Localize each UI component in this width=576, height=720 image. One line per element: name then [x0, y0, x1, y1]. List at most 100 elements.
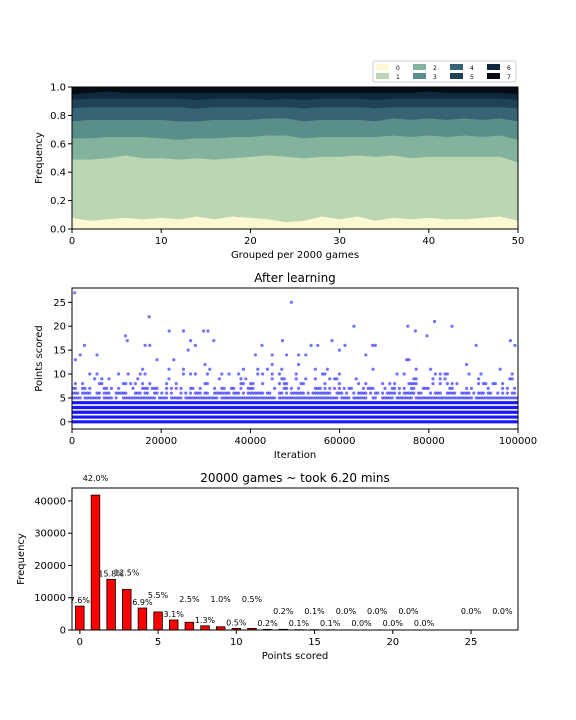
- scatter-point: [477, 381, 481, 386]
- scatter-point: [489, 396, 493, 400]
- scatter-point: [265, 367, 269, 371]
- scatter-point: [311, 396, 315, 400]
- scatter-point: [73, 381, 77, 386]
- scatter-point: [153, 386, 157, 390]
- scatter-point: [237, 372, 241, 376]
- scatter-point: [479, 396, 483, 400]
- scatter-point: [309, 396, 313, 400]
- scatter-point: [436, 396, 440, 400]
- scatter-point: [136, 377, 140, 381]
- scatter-point: [364, 391, 368, 395]
- scatter-point: [484, 396, 488, 400]
- scatter-point: [297, 391, 301, 395]
- scatter-point: [83, 391, 87, 395]
- bar-label-14: 0.1%: [289, 619, 310, 628]
- scatter-point: [412, 386, 416, 390]
- bar-label-10: 0.5%: [226, 618, 247, 627]
- scatter-point: [232, 396, 236, 400]
- scatter-point: [313, 391, 317, 395]
- scatter-point: [155, 391, 159, 395]
- scatter-chart-ytick-label: 20: [53, 322, 66, 333]
- bar-label-25: 0.0%: [461, 607, 482, 616]
- scatter-point: [260, 343, 264, 347]
- scatter-point: [445, 391, 449, 395]
- bar-label-2: 15.8%: [98, 569, 124, 578]
- scatter-point: [318, 391, 322, 395]
- scatter-point: [412, 377, 416, 381]
- legend-swatch-0: [376, 64, 389, 70]
- bar-chart-ytick-label: 10000: [34, 593, 66, 604]
- scatter-point: [258, 391, 262, 395]
- scatter-point: [136, 396, 140, 400]
- scatter-point: [406, 324, 410, 328]
- scatter-point: [508, 396, 512, 400]
- bar-label-15: 0.1%: [304, 607, 325, 616]
- scatter-point: [138, 391, 142, 395]
- scatter-point: [510, 372, 514, 376]
- scatter-point: [371, 367, 375, 371]
- scatter-point: [174, 396, 178, 400]
- scatter-point: [508, 377, 512, 381]
- scatter-point: [431, 381, 435, 386]
- scatter-point: [241, 396, 245, 400]
- bar-chart-ytick-label: 30000: [34, 529, 66, 540]
- bar-label-9: 1.0%: [211, 595, 232, 604]
- scatter-point: [203, 362, 207, 367]
- bar-chart-ytick-label: 20000: [34, 561, 66, 572]
- scatter-point: [501, 386, 505, 390]
- scatter-point: [198, 391, 202, 395]
- area-chart-xtick-label: 0: [69, 236, 75, 247]
- scatter-point: [337, 381, 341, 386]
- scatter-point: [496, 396, 500, 400]
- scatter-point: [419, 396, 423, 400]
- scatter-point: [390, 391, 394, 395]
- scatter-point: [414, 377, 418, 381]
- scatter-point: [206, 329, 210, 333]
- scatter-point: [450, 396, 454, 400]
- scatter-point: [340, 391, 344, 395]
- scatter-point: [220, 372, 224, 376]
- bar-label-18: 0.0%: [351, 619, 372, 628]
- scatter-point: [501, 396, 505, 400]
- scatter-point: [299, 381, 303, 386]
- scatter-point: [407, 391, 411, 395]
- scatter-point: [467, 391, 471, 395]
- scatter-point: [126, 396, 130, 400]
- scatter-point: [241, 381, 245, 386]
- scatter-point: [217, 391, 221, 395]
- area-chart-xtick-label: 20: [244, 236, 257, 247]
- legend-box: [372, 60, 517, 83]
- scatter-point: [232, 386, 236, 390]
- scatter-point: [436, 391, 440, 395]
- scatter-point: [205, 396, 209, 400]
- legend-swatch-1: [376, 73, 389, 79]
- scatter-point: [203, 396, 207, 400]
- scatter-point: [371, 386, 375, 390]
- scatter-point: [316, 386, 320, 390]
- scatter-point: [193, 391, 197, 395]
- scatter-point: [83, 386, 87, 390]
- scatter-point: [306, 396, 310, 400]
- scatter-point: [244, 396, 248, 400]
- scatter-point: [438, 372, 442, 376]
- scatter-point: [465, 391, 469, 395]
- area-series-5: [71, 98, 519, 109]
- area-chart-ytick-label: 0.6: [50, 139, 66, 150]
- scatter-point: [129, 381, 133, 386]
- scatter-point: [505, 386, 509, 390]
- scatter-point: [345, 396, 349, 400]
- scatter-point: [131, 386, 135, 390]
- scatter-point: [402, 396, 406, 400]
- scatter-point: [407, 381, 411, 386]
- scatter-point: [150, 396, 154, 400]
- scatter-point: [76, 396, 80, 400]
- scatter-point: [510, 396, 514, 400]
- scatter-point: [256, 367, 260, 371]
- scatter-point: [253, 391, 257, 395]
- scatter-point: [232, 391, 236, 395]
- scatter-point: [409, 391, 413, 395]
- scatter-point: [117, 391, 121, 395]
- scatter-point: [508, 339, 512, 343]
- scatter-point: [321, 396, 325, 400]
- scatter-point: [179, 386, 183, 390]
